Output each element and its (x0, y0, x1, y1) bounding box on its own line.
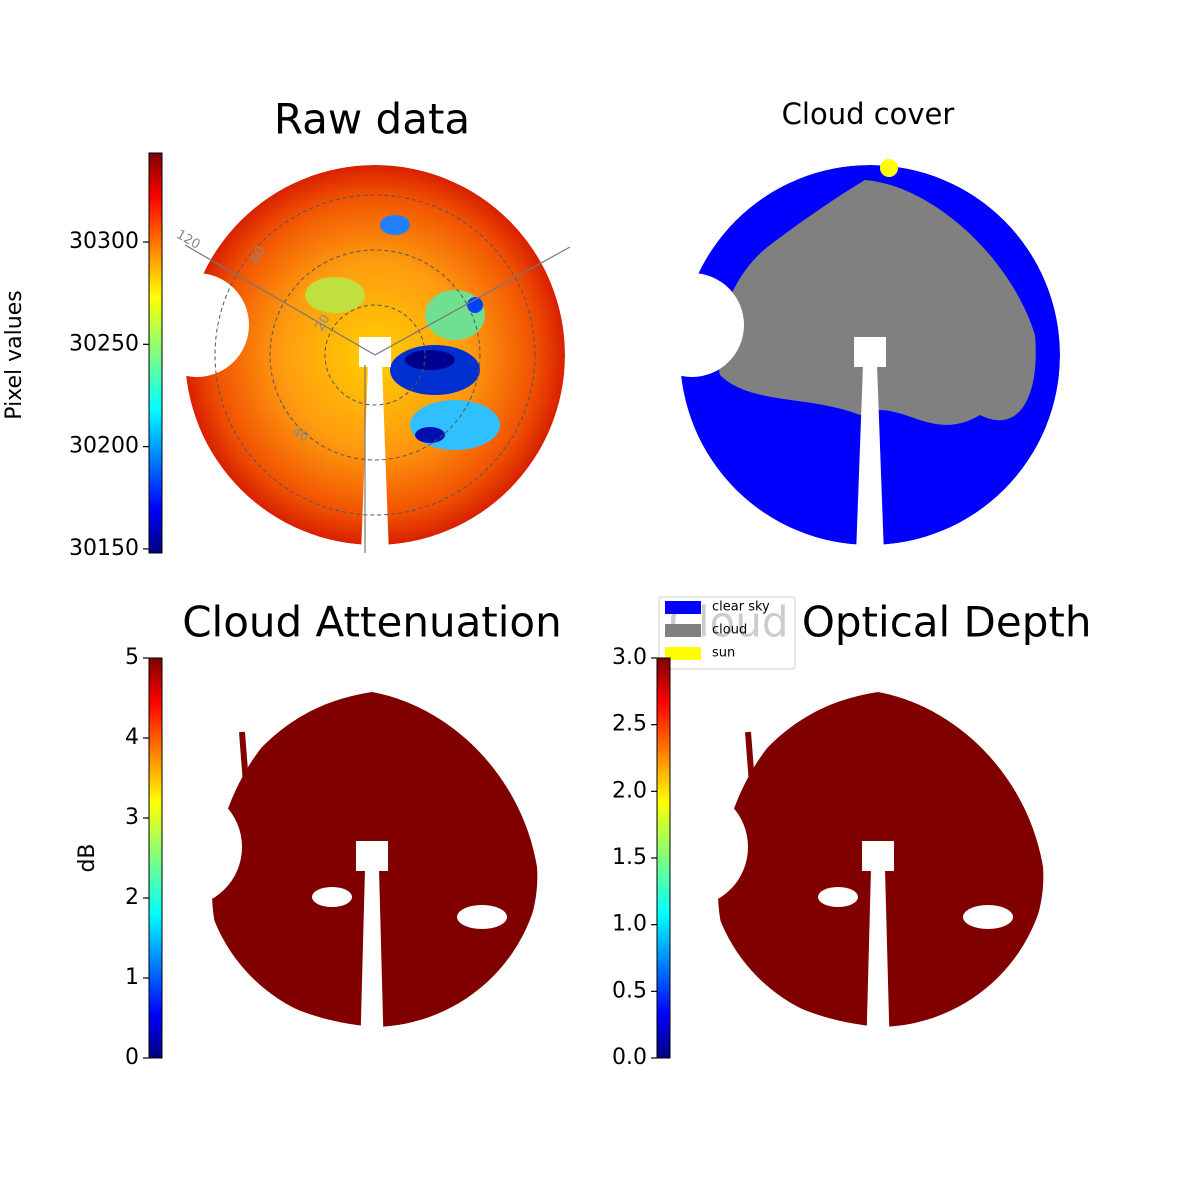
tick-label: 30300 (69, 229, 139, 254)
tick-label: 1.5 (612, 845, 647, 870)
optical-depth-image (717, 692, 1044, 1028)
legend-label: sun (712, 646, 735, 661)
legend-swatch (665, 624, 701, 637)
cloud-cover-image (680, 159, 1060, 545)
panel-title: Cloud cover (782, 97, 955, 131)
attenuation-image (211, 692, 538, 1028)
tick-label: 30250 (69, 331, 139, 356)
annotation: 120 (173, 227, 202, 252)
tick-label: 1.0 (612, 912, 647, 937)
colorbar (148, 152, 163, 554)
tick-label: 1 (125, 965, 139, 990)
tick-label: 2 (125, 885, 139, 910)
legend-swatch (665, 601, 701, 614)
legend-label: clear sky (712, 600, 770, 615)
tick-label: 5 (125, 645, 139, 670)
tick-label: 0 (125, 1045, 139, 1070)
colorbar-label: Pixel values (2, 290, 27, 419)
panel-title: Cloud Attenuation (182, 598, 562, 647)
raw-image (184, 165, 571, 553)
panel-title: Raw data (274, 95, 470, 144)
tick-label: 4 (125, 725, 139, 750)
colorbar-label: dB (75, 843, 100, 872)
tick-label: 2.5 (612, 712, 647, 737)
tick-label: 0.5 (612, 978, 647, 1003)
legend-label: cloud (712, 623, 747, 638)
tick-label: 2.0 (612, 778, 647, 803)
annotation: 60 (247, 244, 268, 266)
tick-label: 0.0 (612, 1045, 647, 1070)
annotation: 20 (312, 312, 333, 334)
tick-label: 30200 (69, 434, 139, 459)
colorbar (148, 657, 163, 1059)
tick-label: 3.0 (612, 645, 647, 670)
tick-label: 3 (125, 805, 139, 830)
annotation: 40 (289, 424, 311, 445)
tick-label: 30150 (69, 536, 139, 561)
legend-swatch (665, 647, 701, 660)
colorbar (656, 657, 671, 1059)
